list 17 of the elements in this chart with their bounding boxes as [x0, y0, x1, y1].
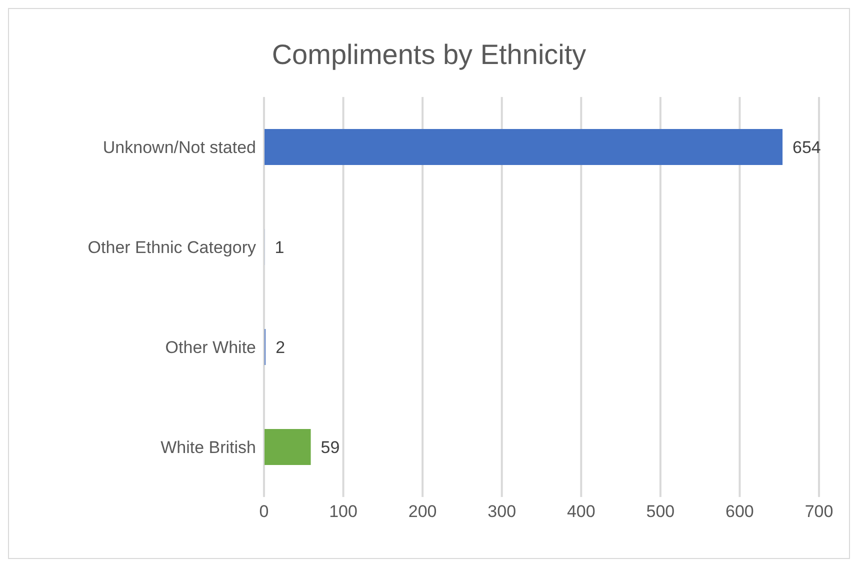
x-tick-label: 500 — [646, 502, 675, 522]
x-tick-label: 400 — [566, 502, 596, 522]
data-label: 59 — [320, 438, 340, 458]
y-tick-label: Other White — [165, 338, 256, 358]
y-tick-label: White British — [160, 438, 256, 458]
data-label: 654 — [792, 138, 821, 158]
data-label: 1 — [274, 238, 284, 258]
x-tick-label: 0 — [259, 502, 269, 522]
x-tick-label: 300 — [488, 502, 516, 522]
chart-title: Compliments by Ethnicity — [270, 39, 588, 72]
y-tick-label: Unknown/Not stated — [102, 138, 256, 158]
x-tick-label: 600 — [726, 502, 754, 522]
y-tick-label: Other Ethnic Category — [88, 238, 256, 258]
x-tick-label: 200 — [408, 502, 437, 522]
data-label: 2 — [276, 338, 286, 358]
x-tick-label: 700 — [804, 502, 834, 522]
x-tick-label: 100 — [329, 502, 358, 522]
